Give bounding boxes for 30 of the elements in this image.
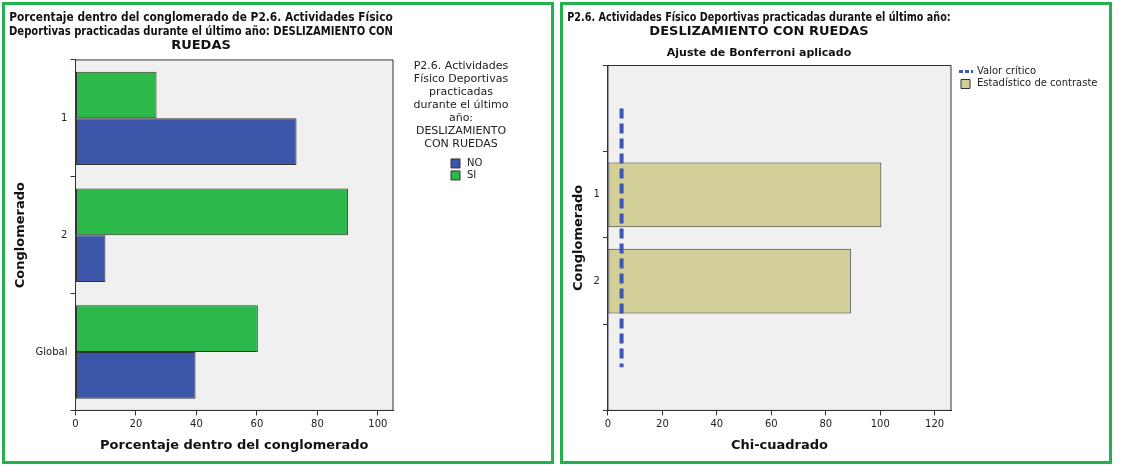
x-tick-label: 100 <box>870 417 890 429</box>
legend-label: Valor crítico <box>977 65 1037 77</box>
x-tick-label: 60 <box>764 417 778 429</box>
x-tick-label: 40 <box>190 417 203 429</box>
x-tick-label: 60 <box>250 417 264 429</box>
y-tick-label: 2 <box>61 228 68 240</box>
x-tick-label: 120 <box>925 417 945 429</box>
legend-label: SI <box>467 168 477 180</box>
x-tick-label: 0 <box>72 417 79 429</box>
x-axis-title: Chi-cuadrado <box>730 436 829 452</box>
legend-label: Estadístico de contraste <box>977 77 1098 89</box>
y-tick-label: Global <box>35 345 68 357</box>
x-tick-label: 20 <box>656 417 669 429</box>
x-axis-title: Porcentaje dentro del conglomerado <box>100 436 369 452</box>
y-axis-title: Conglomerado <box>12 182 28 289</box>
x-tick-label: 80 <box>311 417 324 429</box>
x-tick-label: 40 <box>710 417 724 429</box>
chart-title: P2.6. Actividades Físico Deportivas practicadas durante el último año: DESLIZAMIENTO CON RUEDAS <box>567 8 951 38</box>
x-tick-label: 80 <box>819 417 833 429</box>
x-tick-label: 0 <box>604 417 612 429</box>
y-tick-label: 1 <box>61 111 68 123</box>
legend-label: NO <box>467 156 483 168</box>
x-tick-label: 100 <box>368 417 388 429</box>
legend-title: P2.6. Actividades Físico Deportivas practicadas durante el último año: DESLIZAMIENTO CON RUEDAS <box>413 58 509 150</box>
y-tick-label: 2 <box>593 274 600 286</box>
chart-subtitle: Ajuste de Bonferroni aplicado <box>666 45 852 59</box>
chart-title: Porcentaje dentro del conglomerado de P2.6. Actividades Físico Deportivas practicadas durante el último año: DESLIZAMIENTO CON RUEDAS <box>9 9 393 52</box>
y-axis-title: Conglomerado <box>570 184 586 292</box>
x-tick-label: 20 <box>129 417 143 429</box>
y-tick-label: 1 <box>593 188 600 200</box>
